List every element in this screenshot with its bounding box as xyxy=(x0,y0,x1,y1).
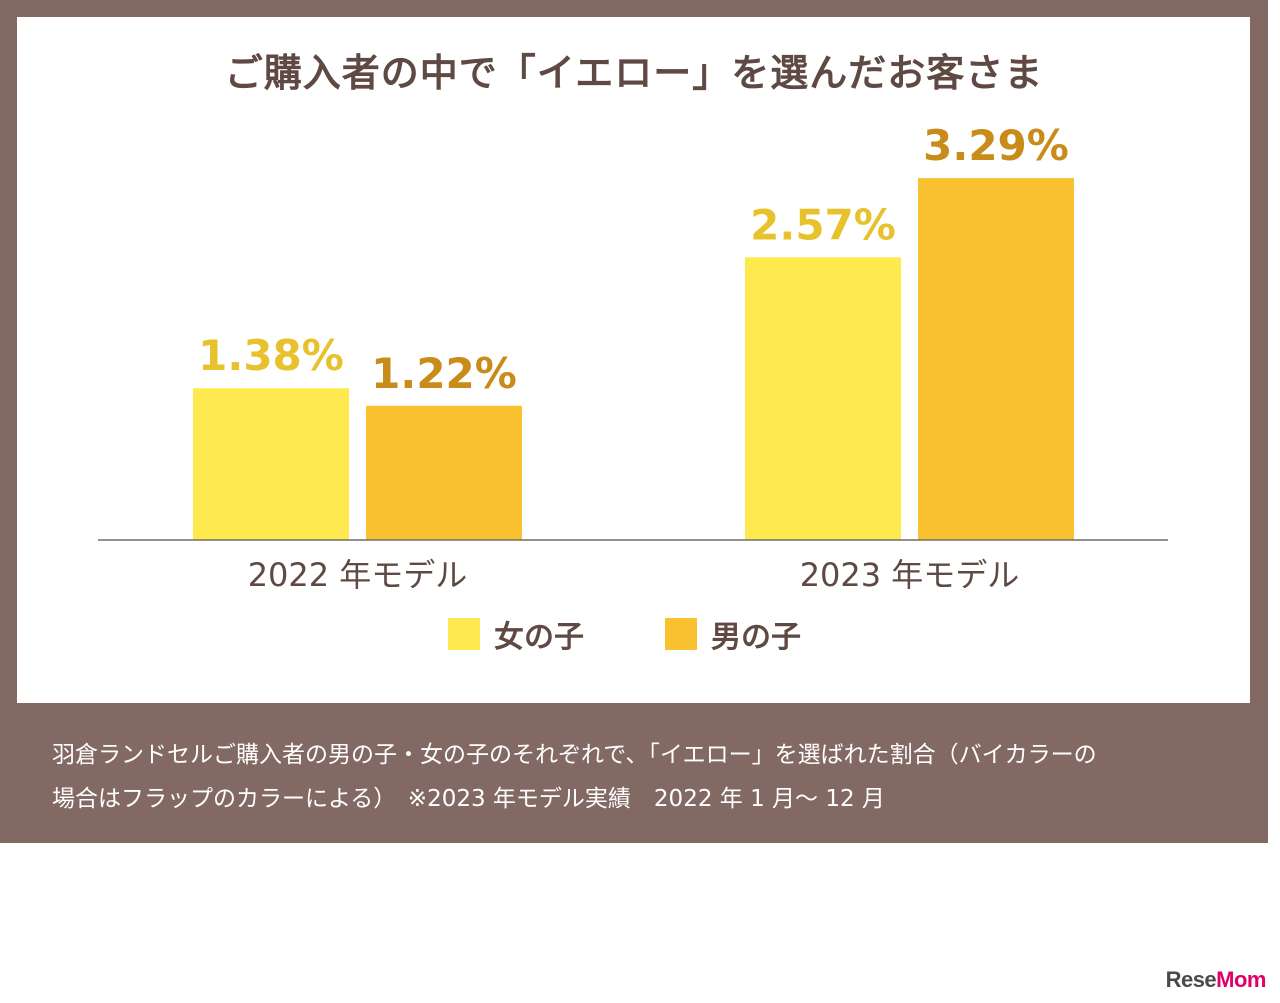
category-label-0: 2022 年モデル xyxy=(248,556,468,594)
legend-item-girl: 女の子 xyxy=(448,612,584,656)
legend-label-girl: 女の子 xyxy=(494,620,584,655)
bar-chart: 1.38% 1.22% 2022 年モデル 2.57% 3.29% 2023 年モデル xyxy=(98,121,1168,594)
data-label-boy-1: 3.29% xyxy=(923,121,1069,170)
bar-girl-1 xyxy=(745,257,901,540)
resemom-logo: ReseMom xyxy=(1165,967,1267,993)
legend: 女の子 男の子 xyxy=(0,612,1268,656)
caption-line-2: 場合はフラップのカラーによる） ※2023 年モデル実績 2022 年 1 月～… xyxy=(52,786,885,812)
data-label-girl-1: 2.57% xyxy=(750,200,896,249)
data-label-boy-0: 1.22% xyxy=(371,349,517,398)
caption-line-1: 羽倉ランドセルご購入者の男の子・女の子のそれぞれで、「イエロー」を選ばれた割合（… xyxy=(52,742,1097,768)
chart-caption: 羽倉ランドセルご購入者の男の子・女の子のそれぞれで、「イエロー」を選ばれた割合（… xyxy=(52,733,1242,821)
bar-boy-0 xyxy=(366,405,522,540)
legend-swatch-girl xyxy=(448,618,480,650)
legend-item-boy: 男の子 xyxy=(665,612,801,656)
logo-text-rese: Rese xyxy=(1165,967,1217,992)
logo-text-mom: Mom xyxy=(1216,967,1266,992)
chart-title: ご購入者の中で「イエロー」を選んだお客さま xyxy=(224,51,1044,95)
data-label-girl-0: 1.38% xyxy=(198,331,344,380)
bar-girl-0 xyxy=(193,388,349,540)
legend-swatch-boy xyxy=(665,618,697,650)
bar-boy-1 xyxy=(918,178,1074,540)
legend-label-boy: 男の子 xyxy=(711,620,801,655)
category-label-1: 2023 年モデル xyxy=(800,556,1020,594)
